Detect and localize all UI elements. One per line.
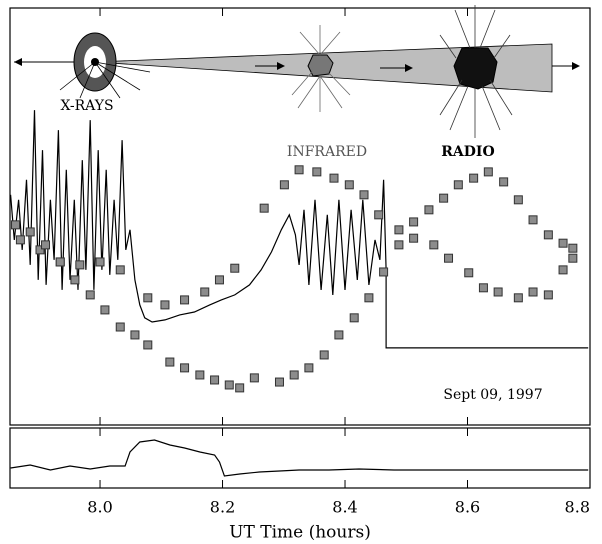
series-point (279, 180, 289, 190)
series-point (444, 253, 454, 263)
series-point (344, 180, 354, 190)
blob-infrared (307, 54, 334, 77)
series-line (10, 439, 589, 477)
x-tick-label: 8.6 (455, 498, 480, 517)
series-point (130, 330, 140, 340)
series-point (230, 263, 240, 273)
series-line (10, 110, 589, 349)
series-point (319, 350, 329, 360)
arrowhead (14, 58, 22, 66)
series-point (160, 300, 170, 310)
x-tick-label: 8.0 (87, 498, 112, 517)
series-point (41, 240, 51, 250)
series-point (259, 203, 269, 213)
series-point (95, 257, 105, 267)
series-point (200, 287, 210, 297)
series-point (359, 190, 369, 200)
series-point (394, 240, 404, 250)
series-point (568, 253, 578, 263)
series-point (464, 268, 474, 278)
series-point (180, 295, 190, 305)
xray-rays (59, 61, 151, 99)
series-point (379, 267, 389, 277)
series-point (235, 383, 245, 393)
series-point (289, 370, 299, 380)
arrowhead (405, 64, 413, 72)
x-tick-label: 8.2 (210, 498, 235, 517)
series-point (528, 287, 538, 297)
series-point (249, 373, 259, 383)
top-panel-frame (9, 7, 591, 426)
series-point (25, 227, 35, 237)
series-point (558, 265, 568, 275)
series-point (453, 180, 463, 190)
series-point (478, 283, 488, 293)
radio-rays (439, 5, 513, 138)
x-tick-label: 8.8 (565, 498, 590, 517)
series-point (274, 377, 284, 387)
series-point (568, 243, 578, 253)
date-annotation: Sept 09, 1997 (443, 387, 542, 403)
series-point (85, 290, 95, 300)
series-point (35, 245, 45, 255)
x-tick-label: 8.4 (332, 498, 357, 517)
series-point (429, 240, 439, 250)
series-point (409, 233, 419, 243)
x-axis-label: UT Time (hours) (229, 523, 371, 543)
series-point (483, 167, 493, 177)
series-point (364, 293, 374, 303)
series-point (100, 305, 110, 315)
series-point (439, 193, 449, 203)
series-point (409, 217, 419, 227)
series-point (294, 165, 304, 175)
radio-label: RADIO (441, 144, 494, 160)
series-point (424, 205, 434, 215)
series-point (214, 275, 224, 285)
series-point (499, 177, 509, 187)
series-point (11, 220, 21, 230)
series-point (180, 363, 190, 373)
arrowhead (572, 62, 580, 70)
blob-radio (453, 47, 498, 90)
series-point (469, 173, 479, 183)
series-point (528, 215, 538, 225)
illustration (14, 5, 580, 138)
xray-label: X-RAYS (60, 98, 113, 114)
infrared-label: INFRARED (287, 144, 367, 160)
series-point (210, 375, 220, 385)
series-point (165, 357, 175, 367)
series-point (543, 230, 553, 240)
series-point (143, 340, 153, 350)
series-point (312, 167, 322, 177)
arrowhead (277, 62, 285, 70)
series-point (349, 313, 359, 323)
series-point (55, 257, 65, 267)
series-point (143, 293, 153, 303)
series-point (115, 322, 125, 332)
infrared-rays (291, 25, 351, 112)
series-point (513, 195, 523, 205)
series-point (334, 330, 344, 340)
series-point (75, 260, 85, 270)
series-point (304, 363, 314, 373)
series-point (115, 265, 125, 275)
series-point (15, 235, 25, 245)
bottom-panel-frame (9, 427, 591, 489)
series-point (329, 173, 339, 183)
series-point (558, 238, 568, 248)
series-point (543, 290, 553, 300)
series-point (70, 275, 80, 285)
series-point (513, 293, 523, 303)
series-point (493, 287, 503, 297)
series-point (224, 380, 234, 390)
series-point (195, 370, 205, 380)
series-point (374, 210, 384, 220)
series-point (394, 225, 404, 235)
